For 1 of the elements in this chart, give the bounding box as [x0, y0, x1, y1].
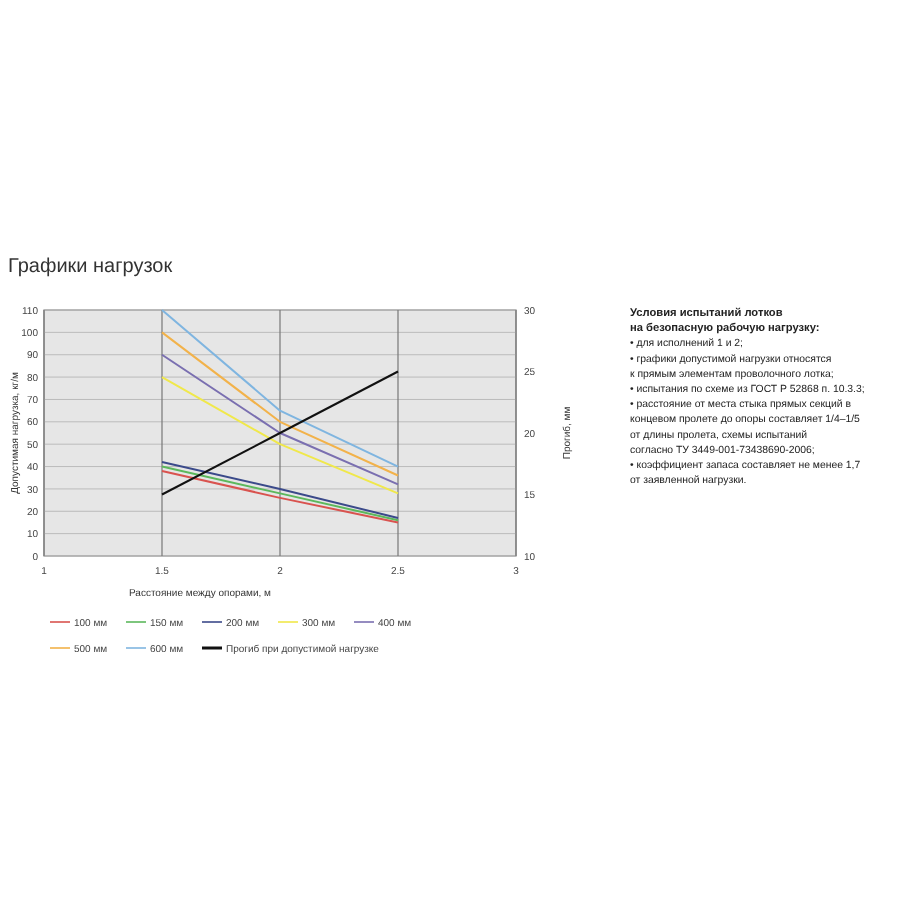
- chart-title: Графики нагрузок: [8, 256, 174, 278]
